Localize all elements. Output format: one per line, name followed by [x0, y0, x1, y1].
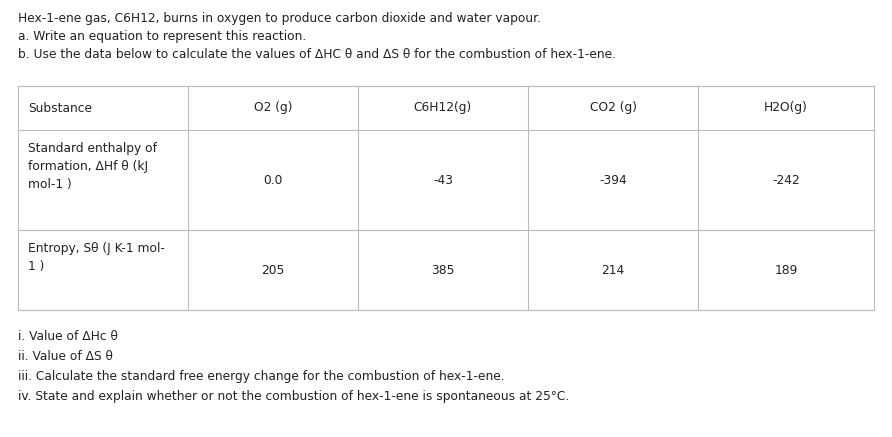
Text: 0.0: 0.0	[263, 173, 283, 187]
Text: 205: 205	[261, 264, 285, 277]
Text: CO2 (g): CO2 (g)	[590, 101, 637, 114]
Text: Standard enthalpy of
formation, ΔHf θ (kJ
mol-1 ): Standard enthalpy of formation, ΔHf θ (k…	[28, 142, 157, 191]
Text: a. Write an equation to represent this reaction.: a. Write an equation to represent this r…	[18, 30, 306, 43]
Text: Substance: Substance	[28, 101, 92, 114]
Text: -394: -394	[599, 173, 627, 187]
Text: b. Use the data below to calculate the values of ΔHC θ and ΔS θ for the combusti: b. Use the data below to calculate the v…	[18, 48, 616, 61]
Text: -242: -242	[772, 173, 800, 187]
Text: 385: 385	[431, 264, 455, 277]
Text: C6H12(g): C6H12(g)	[414, 101, 472, 114]
Text: iv. State and explain whether or not the combustion of hex-1-ene is spontaneous : iv. State and explain whether or not the…	[18, 390, 569, 403]
Text: 214: 214	[601, 264, 624, 277]
Text: -43: -43	[433, 173, 453, 187]
Text: 189: 189	[774, 264, 797, 277]
Text: Hex-1-ene gas, C6H12, burns in oxygen to produce carbon dioxide and water vapour: Hex-1-ene gas, C6H12, burns in oxygen to…	[18, 12, 541, 25]
Text: O2 (g): O2 (g)	[253, 101, 293, 114]
Text: H2O(g): H2O(g)	[764, 101, 808, 114]
Text: i. Value of ΔHᴄ θ: i. Value of ΔHᴄ θ	[18, 330, 118, 343]
Text: ii. Value of ΔS θ: ii. Value of ΔS θ	[18, 350, 113, 363]
Text: Entropy, Sθ (J K-1 mol-
1 ): Entropy, Sθ (J K-1 mol- 1 )	[28, 242, 165, 273]
Text: iii. Calculate the standard free energy change for the combustion of hex-1-ene.: iii. Calculate the standard free energy …	[18, 370, 505, 383]
